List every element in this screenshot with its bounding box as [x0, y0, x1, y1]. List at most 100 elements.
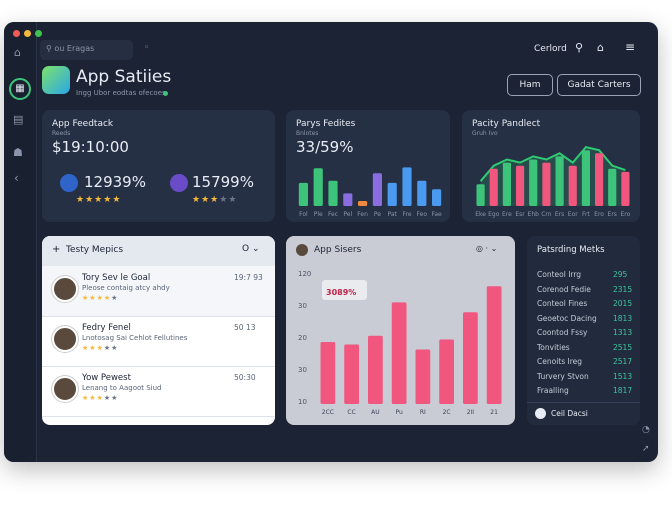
avatar	[52, 326, 78, 352]
bar	[502, 162, 511, 206]
metric-name: Coontod Fssy	[537, 328, 588, 337]
star: ★	[103, 294, 112, 302]
badge-value: 3089%	[326, 288, 357, 297]
metric-name: Conteol Fines	[537, 299, 588, 308]
topic-item: Tory Sev le Goal 19:7 93 Pleose contaig at…	[42, 266, 275, 317]
star: ★	[94, 195, 104, 205]
topic-item: Fedry Fenel 50 13 Lnotosag Sai Cehlot Fell…	[42, 316, 275, 367]
x-tick-label: Pat	[388, 211, 398, 218]
docs-icon[interactable]: ▤	[13, 113, 24, 126]
x-tick-label: Feo	[417, 211, 428, 218]
bar	[417, 180, 427, 206]
star: ★	[103, 195, 113, 205]
page-title: App Satiies	[76, 67, 172, 87]
card-title: Pacity Pandlect	[472, 119, 541, 129]
bar	[402, 167, 412, 206]
carters-button[interactable]: Gadat Carters	[557, 74, 641, 96]
avatar	[296, 244, 308, 256]
topic-name: Tory Sev le Goal	[82, 273, 151, 283]
bar	[372, 173, 382, 206]
star: ★	[82, 344, 90, 352]
metric-value: 2315	[613, 284, 633, 294]
bar-chart: 2CC CC AU Pu RI 2C 2II 21	[320, 286, 502, 416]
bar	[320, 342, 336, 404]
search-box[interactable]	[40, 40, 133, 60]
topic-time: 50 13	[234, 323, 256, 332]
card-title: Testy Mepics	[66, 245, 124, 255]
refresh-icon[interactable]: ◦	[144, 43, 150, 53]
x-tick-label: 2CC	[322, 409, 334, 416]
dashboard-icon[interactable]: ▦	[9, 78, 31, 100]
fields-card: Parys Fedites Bnlotes 33/59% Fol Ple Fec Pe…	[286, 110, 450, 222]
minimize-button[interactable]	[24, 30, 31, 37]
ham-button[interactable]: Ham	[507, 74, 553, 96]
star: ★	[85, 195, 95, 205]
x-tick-label: Ehb	[528, 211, 540, 218]
bar	[368, 335, 383, 404]
stat-icon	[60, 174, 78, 192]
x-tick-label: 2II	[467, 409, 475, 416]
send-icon[interactable]: ➚	[642, 444, 650, 454]
settings-icon[interactable]: ◔	[642, 425, 650, 435]
x-tick-label: Pe	[374, 211, 381, 218]
star: ★	[219, 195, 229, 205]
metric-value: 2015	[613, 299, 633, 308]
x-tick-label: CC	[347, 409, 355, 416]
y-axis-label: 10	[298, 398, 307, 406]
collapse-icon[interactable]: ‹	[14, 171, 19, 185]
card-title: Parys Fedites	[296, 119, 356, 129]
bar	[328, 180, 338, 206]
x-tick-label: Ple	[314, 211, 323, 218]
home-icon[interactable]: ⌂	[14, 46, 21, 59]
topic-text: Pleose contaig atcy ahdy	[82, 284, 170, 292]
x-tick-label: Ers	[555, 211, 564, 218]
star: ★	[76, 195, 86, 205]
x-tick-label: Fol	[299, 211, 308, 218]
x-tick-label: Pel	[343, 211, 352, 218]
bar	[391, 302, 407, 404]
metric-name: Conteol Irrg	[537, 270, 582, 279]
bar	[581, 150, 590, 206]
topic-text: Lnotosag Sai Cehlot Fellutines	[82, 334, 188, 342]
card-subtitle: Bnlotes	[296, 130, 319, 137]
metric-value: 1817	[613, 386, 633, 395]
users-icon[interactable]: ☗	[13, 146, 23, 159]
add-icon[interactable]: +	[52, 244, 61, 255]
x-tick-label: Ego	[488, 211, 500, 218]
bar	[387, 182, 397, 206]
card-menu[interactable]: ◎ · ⌄	[476, 244, 498, 253]
productivity-card: Pacity Pandlect Gruh Ivo Eke Ego Ere Esr Ehb…	[462, 110, 640, 222]
metrics-card: Patsrding Metks Conteol Irrg 295 Corenod F…	[527, 236, 640, 425]
filter[interactable]: O ⌄	[242, 244, 260, 254]
search-icon[interactable]: ⚲	[575, 41, 584, 54]
status-dot	[163, 91, 168, 96]
bar	[439, 339, 454, 404]
x-tick-label: Ers	[608, 211, 617, 218]
rating-stars: ★★★★★	[192, 195, 237, 205]
card-subtitle: Gruh Ivo	[472, 130, 498, 137]
home-button[interactable]: ⌂	[597, 41, 604, 54]
stat-value: 15799%	[192, 173, 254, 191]
star: ★	[89, 294, 97, 302]
close-button[interactable]	[13, 30, 20, 37]
badge	[322, 280, 367, 300]
x-tick-label: Fec	[328, 211, 338, 218]
x-tick-label: Crn	[541, 211, 552, 218]
star: ★	[96, 294, 104, 302]
footer-text: Ceil Dacsi	[551, 409, 588, 418]
bar	[516, 165, 525, 206]
bar-chart: Eke Ego Ere Esr Ehb Crn Ers Eor Frt Ero Ers Ero	[475, 145, 631, 218]
divider	[527, 402, 640, 403]
zoom-button[interactable]	[35, 30, 42, 37]
star: ★	[89, 394, 97, 402]
stat-icon	[170, 174, 188, 192]
menu-icon[interactable]: ≡	[625, 40, 636, 54]
amount: $19:10:00	[52, 138, 129, 156]
card-title: Patsrding Metks	[537, 245, 605, 255]
search-placeholder: ou Eragas	[54, 44, 95, 53]
bar	[489, 168, 498, 206]
trend-line	[479, 145, 626, 182]
topics-card: + Testy Mepics O ⌄ Tory Sev le Goal 19:7 …	[42, 236, 275, 425]
star: ★	[201, 195, 211, 205]
user-name[interactable]: Cerlord	[534, 44, 567, 54]
